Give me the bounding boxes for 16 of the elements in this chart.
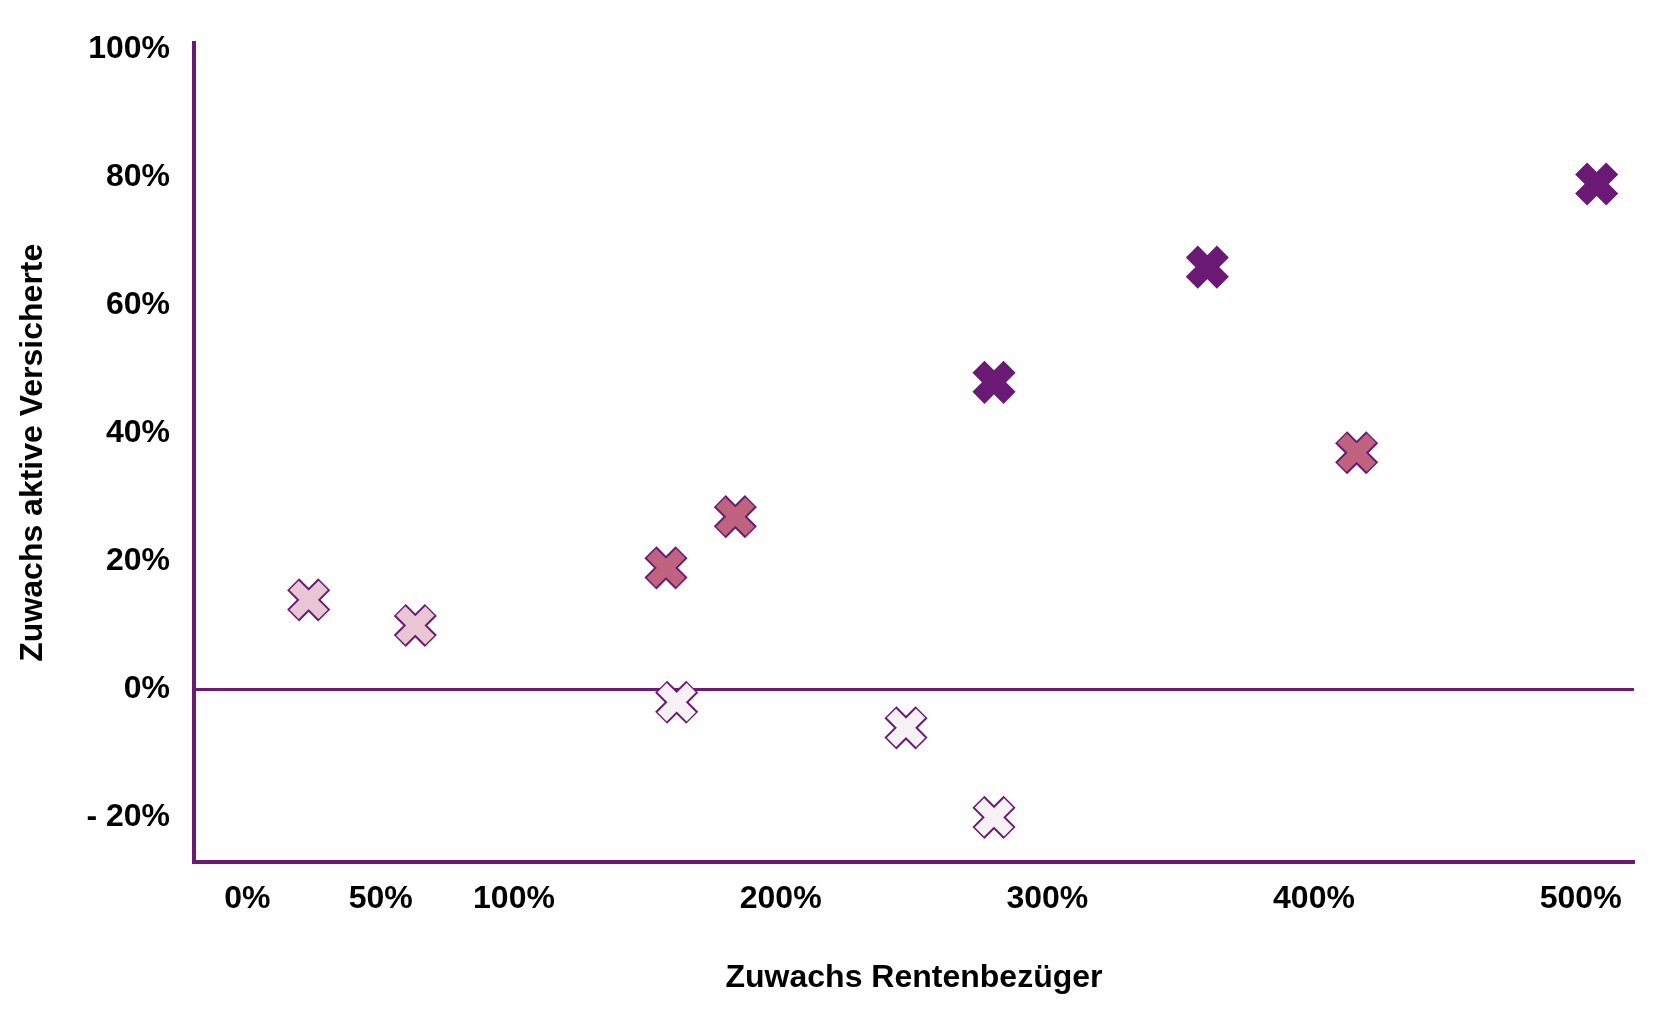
y-tick-label: 20% [105, 541, 170, 578]
y-axis-title: Zuwachs aktive Versicherte [13, 243, 50, 662]
y-tick-label: 40% [105, 413, 170, 450]
y-tick-label: 100% [88, 29, 170, 66]
y-tick-label: 0% [123, 669, 170, 706]
x-tick-label: 200% [739, 879, 822, 916]
y-tick-label: - 20% [86, 797, 170, 834]
x-tick-label: 400% [1273, 879, 1355, 916]
y-tick-label: 80% [105, 157, 170, 194]
x-tick-label: 0% [224, 879, 271, 916]
y-tick-label: 60% [105, 285, 170, 322]
x-tick-label: 50% [348, 879, 413, 916]
x-tick-label: 300% [1006, 879, 1089, 916]
x-axis-title: Zuwachs Rentenbezüger [725, 957, 1103, 994]
x-tick-label: 100% [473, 879, 555, 916]
x-tick-label: 500% [1539, 879, 1622, 916]
